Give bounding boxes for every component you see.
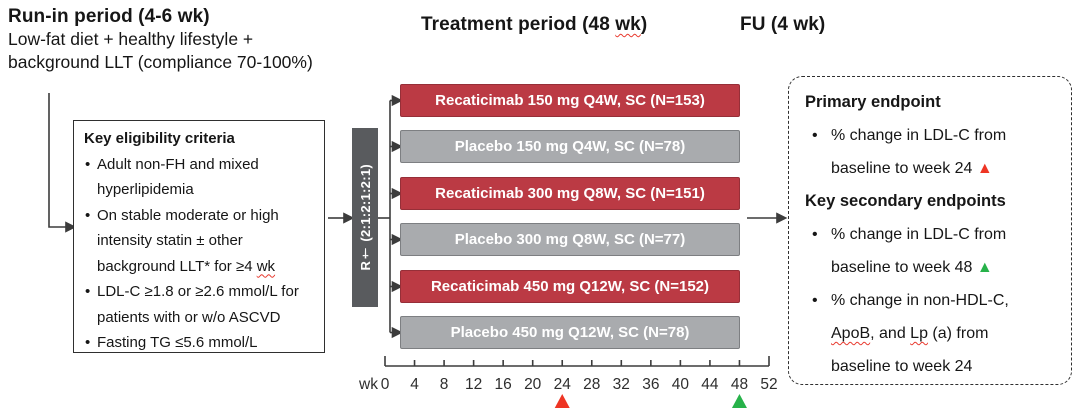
text-segment: , and xyxy=(870,325,911,342)
endpoint-item: % change in non-HDL-C, ApoB, and Lp (a) … xyxy=(805,284,1057,383)
eligibility-list: Adult non-FH and mixed hyperlipidemia On … xyxy=(84,152,316,356)
endpoints-section-title: Key secondary endpoints xyxy=(805,192,1006,210)
runin-to-eligibility-arrow xyxy=(48,93,77,233)
treatment-arm-bar: Recaticimab 450 mg Q12W, SC (N=152) xyxy=(400,270,740,303)
spellcheck-flagged-text: Lp xyxy=(910,325,928,342)
axis-tick-label: 28 xyxy=(583,376,600,393)
eligibility-item: On stable moderate or high intensity sta… xyxy=(84,203,316,280)
eligibility-item: Fasting TG ≤5.6 mmol/L xyxy=(84,330,316,356)
treatment-arm-bar: Recaticimab 300 mg Q8W, SC (N=151) xyxy=(400,177,740,210)
axis-tick-label: 40 xyxy=(672,376,690,393)
axis-tick-label: 12 xyxy=(465,376,482,393)
week-marker-triangle xyxy=(554,394,570,408)
axis-tick-label: 20 xyxy=(524,376,542,393)
spellcheck-flagged-text: wk xyxy=(256,257,276,275)
axis-tick-label: 4 xyxy=(410,376,419,393)
run-in-subtitle-line1: Low-fat diet + healthy lifestyle + xyxy=(8,29,254,49)
axis-tick-label: 32 xyxy=(613,376,630,393)
marker-triangle-glyph: ▲ xyxy=(976,259,993,276)
eligibility-item: Adult non-FH and mixed hyperlipidemia xyxy=(84,152,316,203)
endpoints-content: Primary endpoint % change in LDL-C from b… xyxy=(805,86,1057,383)
text-segment: (a) from baseline to week 24 xyxy=(831,325,989,375)
axis-tick-label: 48 xyxy=(731,376,748,393)
eligibility-title: Key eligibility criteria xyxy=(84,130,235,147)
treatment-period-title: Treatment period (48 wk) xyxy=(421,14,647,36)
axis-tick-label: 24 xyxy=(554,376,572,393)
endpoints-section-title: Primary endpoint xyxy=(805,93,941,111)
axis-tick-label: 36 xyxy=(642,376,659,393)
text-segment: LDL-C ≥1.8 or ≥2.6 mmol/L for patients w… xyxy=(97,283,299,326)
placebo-arm-bar: Placebo 300 mg Q8W, SC (N=77) xyxy=(400,223,740,256)
text-segment: ) xyxy=(640,14,648,35)
follow-up-title: FU (4 wk) xyxy=(740,14,826,35)
axis-tick-label: 16 xyxy=(495,376,512,393)
axis-tick-label: 8 xyxy=(440,376,449,393)
text-segment: On stable moderate or high intensity sta… xyxy=(97,206,279,275)
run-in-subtitle-line2: background LLT (compliance 70-100%) xyxy=(8,51,313,72)
placebo-arm-bar: Placebo 150 mg Q4W, SC (N=78) xyxy=(400,130,740,163)
axis-tick-label: 52 xyxy=(760,376,777,393)
randomization-bar: R† (2:1:2:1:2:1) xyxy=(352,128,378,307)
text-segment: % change in LDL-C from baseline to week … xyxy=(831,127,1007,177)
endpoints-box: Primary endpoint % change in LDL-C from b… xyxy=(788,76,1072,385)
week-marker-triangle xyxy=(731,394,747,408)
marker-triangle-glyph: ▲ xyxy=(976,160,993,177)
spellcheck-flagged-text: ApoB xyxy=(831,325,871,342)
text-segment: % change in non-HDL-C, xyxy=(831,292,1009,309)
eligibility-item: LDL-C ≥1.8 or ≥2.6 mmol/L for patients w… xyxy=(84,279,316,330)
text-segment: Fasting TG ≤5.6 mmol/L xyxy=(97,334,258,351)
axis-tick-label: 0 xyxy=(381,376,390,393)
endpoint-item: % change in LDL-C from baseline to week … xyxy=(805,119,1057,185)
text-segment: Adult non-FH and mixed hyperlipidemia xyxy=(97,155,259,199)
eligibility-criteria-box: Key eligibility criteria Adult non-FH an… xyxy=(73,120,325,356)
treatment-arm-bar: Recaticimab 150 mg Q4W, SC (N=153) xyxy=(400,84,740,117)
placebo-arm-bar: Placebo 450 mg Q12W, SC (N=78) xyxy=(400,316,740,349)
run-in-period-block: Run-in period (4-6 wk) Low-fat diet + he… xyxy=(8,6,368,73)
spellcheck-flagged-text: wk xyxy=(615,14,641,35)
axis-tick-label: 44 xyxy=(701,376,719,393)
axis-unit-label: wk xyxy=(358,376,378,393)
text-segment: % change in LDL-C from baseline to week … xyxy=(831,226,1007,276)
text-segment: Treatment period (48 xyxy=(421,14,616,35)
run-in-title: Run-in period (4-6 wk) xyxy=(8,6,210,27)
randomization-label: R† (2:1:2:1:2:1) xyxy=(357,164,373,271)
endpoint-item: % change in LDL-C from baseline to week … xyxy=(805,218,1057,284)
